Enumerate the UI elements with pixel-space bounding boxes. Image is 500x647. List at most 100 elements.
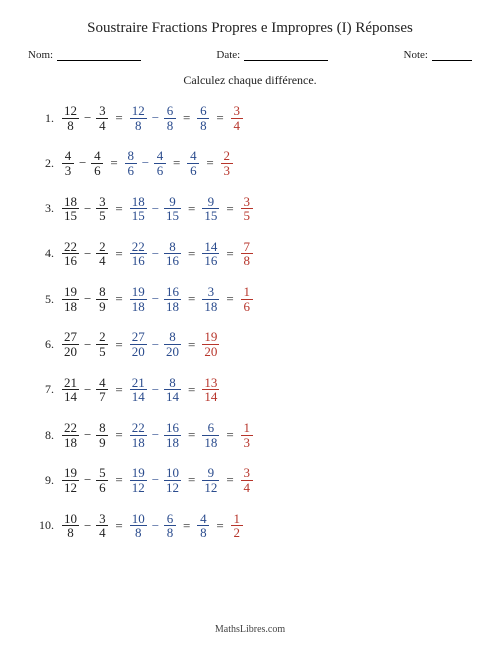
original-expr: 43−46 xyxy=(62,149,103,177)
fraction: 12 xyxy=(231,512,243,540)
numerator: 8 xyxy=(97,421,108,435)
numerator: 3 xyxy=(97,104,108,118)
equals: = xyxy=(226,427,233,443)
equals: = xyxy=(115,382,122,398)
equals: = xyxy=(115,472,122,488)
date-underline xyxy=(244,49,328,61)
equals: = xyxy=(115,291,122,307)
fraction: 1618 xyxy=(164,421,181,449)
answer: 13 xyxy=(241,421,253,449)
numerator: 19 xyxy=(130,285,147,299)
numerator: 8 xyxy=(167,240,178,254)
step-expr: 1918−1618 xyxy=(130,285,181,313)
minus-op: − xyxy=(84,246,91,262)
fraction: 1815 xyxy=(62,195,79,223)
fraction: 35 xyxy=(96,195,108,223)
denominator: 5 xyxy=(97,345,108,359)
denominator: 3 xyxy=(221,164,232,178)
numerator: 7 xyxy=(241,240,252,254)
minus-op: − xyxy=(152,201,159,217)
footer: MathsLibres.com xyxy=(0,624,500,635)
denominator: 14 xyxy=(164,390,181,404)
note-label: Note: xyxy=(404,49,428,61)
step-expr: 2216−816 xyxy=(130,240,181,268)
equals: = xyxy=(115,110,122,126)
minus-op: − xyxy=(84,110,91,126)
denominator: 6 xyxy=(97,481,108,495)
equals: = xyxy=(216,110,223,126)
denominator: 18 xyxy=(62,300,79,314)
denominator: 6 xyxy=(125,164,136,178)
minus-op: − xyxy=(84,291,91,307)
fraction: 108 xyxy=(130,512,147,540)
problem-row: 9.1912−56=1912−1012=912=34 xyxy=(32,466,472,494)
problem-number: 2. xyxy=(32,156,54,171)
numerator: 8 xyxy=(167,376,178,390)
minus-op: − xyxy=(152,110,159,126)
fraction: 2720 xyxy=(62,330,79,358)
equals: = xyxy=(188,472,195,488)
original-expr: 108−34 xyxy=(62,512,108,540)
date-label: Date: xyxy=(216,49,240,61)
numerator: 2 xyxy=(221,149,232,163)
denominator: 15 xyxy=(62,209,79,223)
numerator: 3 xyxy=(241,195,252,209)
fraction: 46 xyxy=(154,149,166,177)
fraction: 108 xyxy=(62,512,79,540)
denominator: 16 xyxy=(164,254,181,268)
equals: = xyxy=(110,155,117,171)
fraction: 128 xyxy=(130,104,147,132)
denominator: 20 xyxy=(202,345,219,359)
minus-op: − xyxy=(84,472,91,488)
minus-op: − xyxy=(84,337,91,353)
step-expr: 2114−814 xyxy=(130,376,181,404)
answer: 35 xyxy=(241,195,253,223)
equals: = xyxy=(188,337,195,353)
denominator: 9 xyxy=(97,436,108,450)
equals: = xyxy=(226,291,233,307)
fraction: 89 xyxy=(96,421,108,449)
denominator: 3 xyxy=(241,436,252,450)
intermediate: 68 xyxy=(197,104,209,132)
numerator: 19 xyxy=(62,285,79,299)
fraction: 1918 xyxy=(130,285,147,313)
name-field: Nom: xyxy=(28,49,141,61)
minus-op: − xyxy=(152,382,159,398)
fraction: 46 xyxy=(187,149,199,177)
denominator: 6 xyxy=(155,164,166,178)
fraction: 912 xyxy=(202,466,219,494)
denominator: 8 xyxy=(241,254,252,268)
numerator: 13 xyxy=(202,376,219,390)
denominator: 18 xyxy=(202,300,219,314)
numerator: 5 xyxy=(97,466,108,480)
answer: 23 xyxy=(221,149,233,177)
minus-op: − xyxy=(152,337,159,353)
fraction: 34 xyxy=(96,104,108,132)
numerator: 8 xyxy=(167,330,178,344)
denominator: 8 xyxy=(133,526,144,540)
fraction: 1416 xyxy=(202,240,219,268)
numerator: 1 xyxy=(231,512,242,526)
denominator: 15 xyxy=(164,209,181,223)
original-expr: 1815−35 xyxy=(62,195,108,223)
step-expr: 2218−1618 xyxy=(130,421,181,449)
problem-number: 5. xyxy=(32,292,54,307)
fraction: 318 xyxy=(202,285,219,313)
numerator: 6 xyxy=(206,421,217,435)
numerator: 18 xyxy=(130,195,147,209)
denominator: 16 xyxy=(130,254,147,268)
fraction: 1012 xyxy=(164,466,181,494)
denominator: 15 xyxy=(130,209,147,223)
denominator: 4 xyxy=(97,119,108,133)
numerator: 8 xyxy=(125,149,136,163)
fraction: 2218 xyxy=(130,421,147,449)
equals: = xyxy=(188,201,195,217)
problem-row: 7.2114−47=2114−814=1314 xyxy=(32,376,472,404)
denominator: 20 xyxy=(62,345,79,359)
problem-number: 10. xyxy=(32,518,54,533)
fraction: 48 xyxy=(197,512,209,540)
step-expr: 86−46 xyxy=(125,149,166,177)
header-fields: Nom: Date: Note: xyxy=(28,49,472,61)
denominator: 7 xyxy=(97,390,108,404)
fraction: 68 xyxy=(164,512,176,540)
